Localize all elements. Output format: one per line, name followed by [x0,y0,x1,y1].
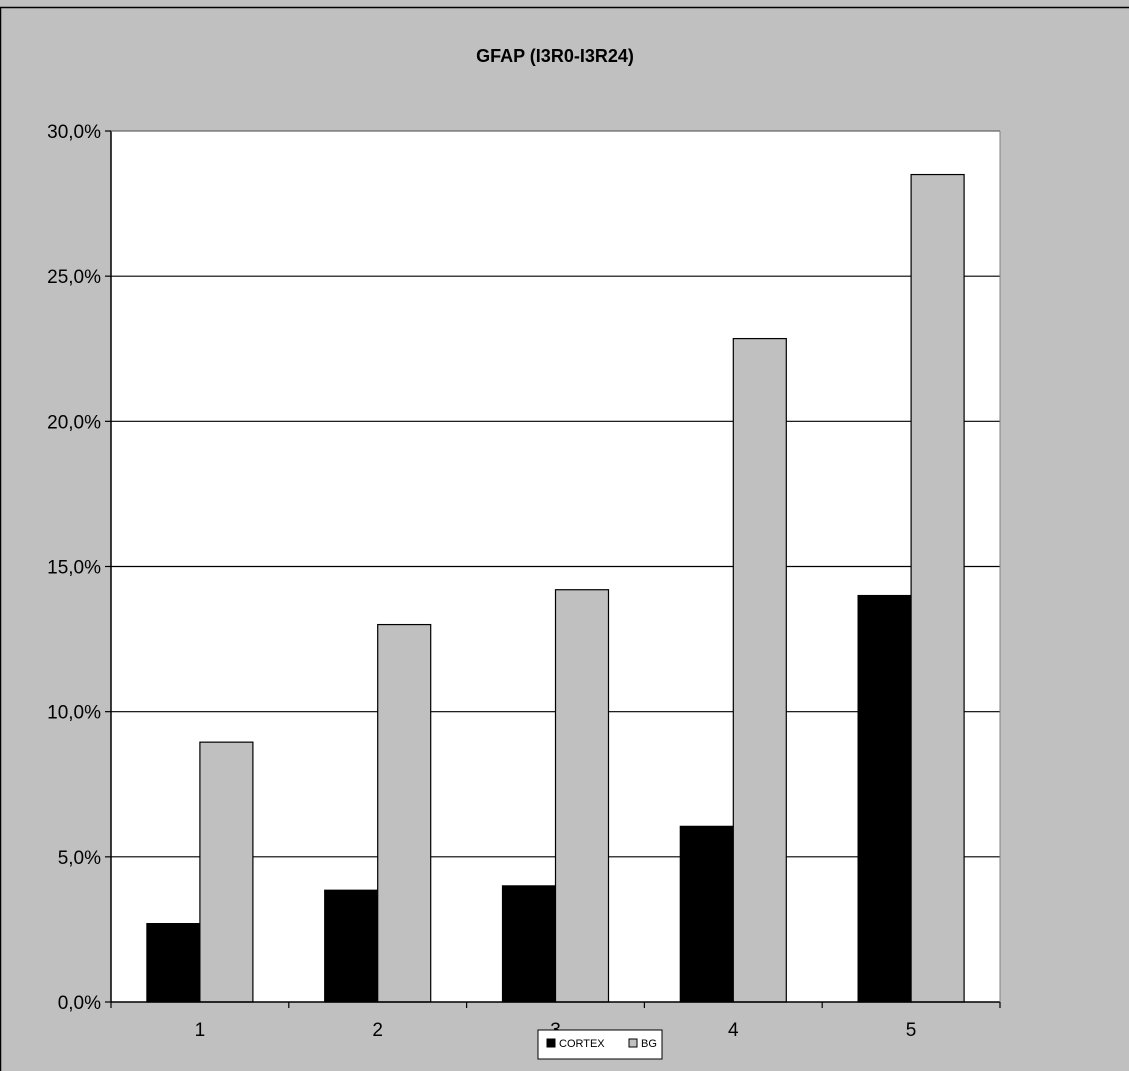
bar-bg-2 [377,623,432,1003]
y-tick-label: 0,0% [58,993,101,1014]
bar-cortex-3 [501,885,557,1003]
chart-title: GFAP (I3R0-I3R24) [476,46,634,66]
legend-label-bg: BG [641,1038,657,1050]
y-tick-label: 25,0% [47,267,101,288]
x-tick-label: 4 [728,1020,739,1041]
legend-box [537,1029,663,1060]
bar-bg-3 [554,589,610,1003]
bar-bg-4 [732,337,787,1003]
x-tick-label: 2 [372,1020,383,1041]
y-tick-label: 30,0% [47,122,101,143]
legend: CORTEX BG [537,1029,663,1060]
y-tick-label: 5,0% [58,848,101,869]
bar-cortex-2 [324,889,379,1003]
y-tick-label: 15,0% [47,558,101,579]
bar-cortex-1 [146,923,201,1003]
y-tick-label: 10,0% [47,703,101,724]
bar-cortex-4 [679,825,734,1003]
legend-label-cortex: CORTEX [559,1038,605,1050]
legend-swatch-cortex [546,1038,556,1048]
bar-bg-1 [199,741,254,1003]
x-tick-label: 5 [906,1020,917,1041]
axes: 0,0%5,0%10,0%15,0%20,0%25,0%30,0%12345 [47,122,1001,1041]
legend-swatch-bg [628,1038,638,1048]
x-tick-label: 1 [195,1020,206,1041]
bars [146,173,965,1003]
bar-bg-5 [910,173,965,1003]
bar-cortex-5 [857,594,912,1003]
chart-border [0,6,1129,1071]
y-tick-label: 20,0% [47,412,101,433]
